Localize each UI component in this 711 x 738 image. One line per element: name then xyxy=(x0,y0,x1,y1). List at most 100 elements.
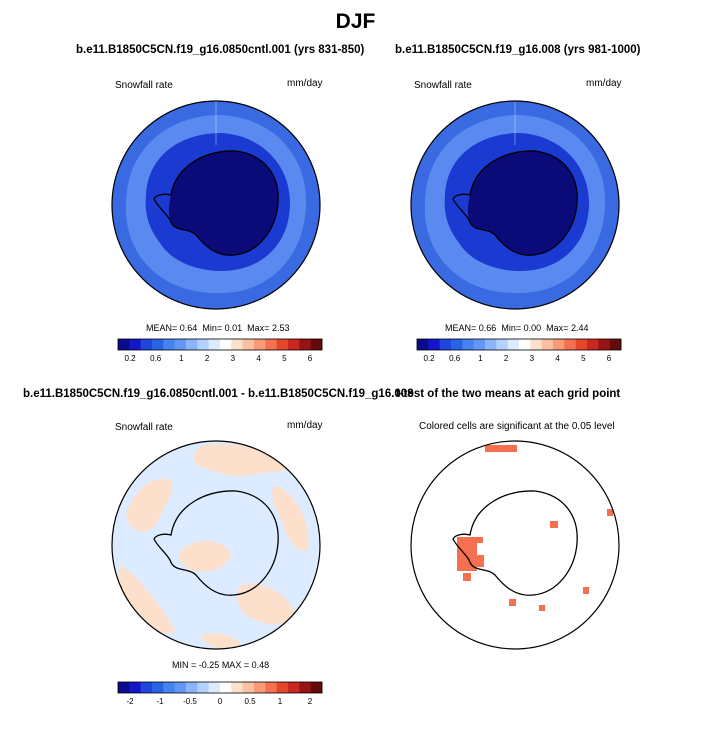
map-panel-4 xyxy=(410,440,620,650)
colorbar-tick-label: 1 xyxy=(179,354,184,363)
antarctic-interior xyxy=(168,150,279,256)
colorbar-swatch xyxy=(140,339,153,350)
map-panel-2 xyxy=(410,100,620,310)
colorbar-swatch xyxy=(254,682,266,693)
coastline xyxy=(452,150,578,256)
colorbar-swatch xyxy=(462,339,474,350)
antarctic-interior xyxy=(467,150,578,256)
colorbar-swatch xyxy=(485,339,497,350)
colorbar-swatch xyxy=(519,339,531,350)
colorbar-swatch xyxy=(174,682,187,693)
colorbar-swatch xyxy=(265,682,277,693)
colorbar-swatch xyxy=(242,339,255,350)
panel-3-variable-label: Snowfall rate xyxy=(115,422,173,433)
colorbar-swatch xyxy=(575,339,588,350)
colorbar-swatch xyxy=(587,339,599,350)
panel-3-stats: MIN = -0.25 MAX = 0.48 xyxy=(172,660,270,670)
colorbar-swatch xyxy=(118,339,130,350)
colorbar-swatch xyxy=(598,339,610,350)
colorbar-swatch xyxy=(118,682,130,693)
panel-1-variable-label: Snowfall rate xyxy=(115,80,173,91)
colorbar-swatch xyxy=(220,682,232,693)
colorbar-swatch xyxy=(265,339,277,350)
colorbar-swatch xyxy=(197,682,209,693)
colorbar-tick-label: 0.2 xyxy=(124,354,136,363)
colorbar-panel-2: 0.2 0.6 1 2 3 4 5 6 xyxy=(416,338,622,363)
coastline xyxy=(153,150,279,256)
colorbar-swatch xyxy=(208,682,221,693)
colorbar-swatch xyxy=(220,339,232,350)
colorbar-tick-label: 2 xyxy=(205,354,210,363)
panel-2-stats: MEAN= 0.66 Min= 0.00 Max= 2.44 xyxy=(445,323,589,333)
colorbar-swatch xyxy=(530,339,542,350)
colorbar-tick-label: 2 xyxy=(504,354,509,363)
colorbar-swatch xyxy=(129,339,141,350)
colorbar-panel-1: 0.2 0.6 1 2 3 4 5 6 xyxy=(117,338,323,363)
colorbar-swatch xyxy=(186,682,198,693)
colorbar-tick-label: -1 xyxy=(156,697,164,706)
colorbar-swatch xyxy=(564,339,576,350)
panel-2-title: b.e11.B1850C5CN.f19_g16.008 (yrs 981-100… xyxy=(395,44,641,56)
panel-2-variable-label: Snowfall rate xyxy=(414,80,472,91)
colorbar-swatch xyxy=(254,339,266,350)
map-panel-1 xyxy=(111,100,321,310)
significant-cells xyxy=(457,445,613,611)
map-panel-3 xyxy=(111,440,321,650)
colorbar-swatch xyxy=(231,339,243,350)
panel-1-units-label: mm/day xyxy=(287,78,323,89)
panel-1-stats: MEAN= 0.64 Min= 0.01 Max= 2.53 xyxy=(146,323,290,333)
colorbar-swatch xyxy=(428,339,440,350)
colorbar-tick-label: -0.5 xyxy=(183,697,197,706)
colorbar-swatch xyxy=(276,682,289,693)
colorbar-tick-label: 3 xyxy=(231,354,236,363)
panel-2-units-label: mm/day xyxy=(586,78,622,89)
colorbar-swatch xyxy=(242,682,255,693)
colorbar-swatch xyxy=(609,339,622,350)
panel-4-title: t-test of the two means at each grid poi… xyxy=(396,388,621,400)
colorbar-swatch xyxy=(310,682,323,693)
panel-3-title: b.e11.B1850C5CN.f19_g16.0850cntl.001 - b… xyxy=(23,388,414,400)
colorbar-tick-label: 2 xyxy=(308,697,313,706)
colorbar-tick-label: 5 xyxy=(282,354,287,363)
colorbar-swatch xyxy=(288,682,300,693)
colorbar-tick-label: 3 xyxy=(530,354,535,363)
colorbar-swatch xyxy=(231,682,243,693)
colorbar-swatch xyxy=(163,682,175,693)
colorbar-tick-label: 5 xyxy=(581,354,586,363)
colorbar-swatch xyxy=(197,339,209,350)
colorbar-tick-label: 1 xyxy=(478,354,483,363)
colorbar-swatch xyxy=(140,682,153,693)
colorbar-swatch xyxy=(473,339,486,350)
colorbar-swatch xyxy=(496,339,508,350)
colorbar-tick-label: 0.6 xyxy=(449,354,461,363)
colorbar-swatch xyxy=(174,339,187,350)
colorbar-tick-label: 0.6 xyxy=(150,354,162,363)
colorbar-swatch xyxy=(186,339,198,350)
colorbar-tick-label: 1 xyxy=(278,697,283,706)
colorbar-swatch xyxy=(288,339,300,350)
diff-positive-patches xyxy=(118,444,309,649)
colorbar-swatch xyxy=(163,339,175,350)
coastline xyxy=(153,490,279,596)
colorbar-swatch xyxy=(553,339,565,350)
colorbar-swatch xyxy=(541,339,554,350)
colorbar-tick-label: 0 xyxy=(218,697,223,706)
panel-4-subtitle: Colored cells are significant at the 0.0… xyxy=(419,421,615,432)
colorbar-swatch xyxy=(276,339,289,350)
colorbar-swatch xyxy=(129,682,141,693)
colorbar-swatch xyxy=(299,339,311,350)
colorbar-tick-label: 4 xyxy=(555,354,560,363)
colorbar-swatch xyxy=(451,339,463,350)
colorbar-panel-3: -2 -1 -0.5 0 0.5 1 2 xyxy=(117,681,323,706)
colorbar-swatch xyxy=(310,339,323,350)
colorbar-swatch xyxy=(417,339,429,350)
colorbar-tick-label: -2 xyxy=(126,697,134,706)
colorbar-tick-label: 6 xyxy=(607,354,612,363)
colorbar-tick-label: 6 xyxy=(308,354,313,363)
colorbar-swatch xyxy=(439,339,452,350)
colorbar-swatch xyxy=(152,339,164,350)
colorbar-swatch xyxy=(208,339,221,350)
colorbar-tick-label: 0.5 xyxy=(244,697,256,706)
colorbar-tick-label: 0.2 xyxy=(423,354,435,363)
panel-1-title: b.e11.B1850C5CN.f19_g16.0850cntl.001 (yr… xyxy=(76,44,365,56)
